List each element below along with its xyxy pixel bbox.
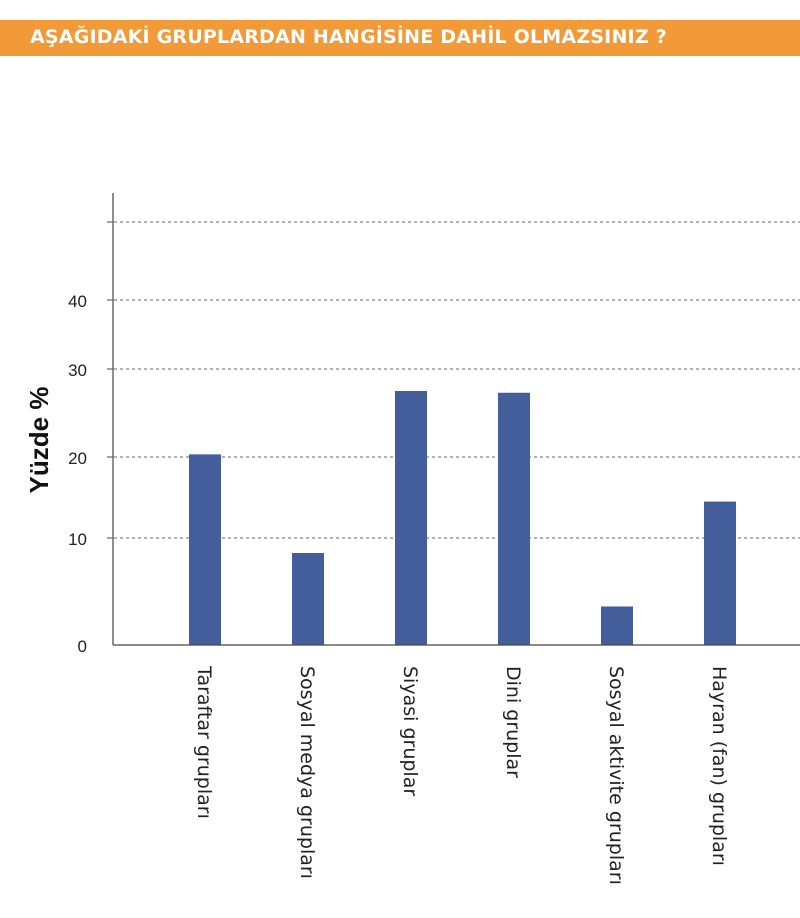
x-tick-label: Hayran (fan) grupları — [708, 666, 730, 866]
title-bar: AŞAĞIDAKİ GRUPLARDAN HANGİSİNE DAHİL OLM… — [0, 20, 800, 56]
x-tick-label: Taraftar grupları — [193, 665, 215, 819]
y-tick-label: 40 — [68, 292, 87, 311]
bar-3 — [395, 391, 427, 645]
y-tick-label: 10 — [68, 530, 87, 549]
y-tick-label: 20 — [68, 449, 87, 468]
x-tick-label: Sosyal medya grupları — [296, 666, 318, 879]
x-tick-label: Siyasi gruplar — [399, 666, 421, 796]
bar-1 — [189, 454, 221, 645]
y-axis-label: Yüzde % — [24, 387, 54, 494]
y-tick-label: 30 — [68, 361, 87, 380]
x-tick-label: Sosyal aktivite grupları — [605, 666, 627, 885]
bar-6 — [704, 501, 736, 645]
bar-5 — [601, 606, 633, 645]
x-tick-label: Dini gruplar — [502, 666, 524, 778]
page-title: AŞAĞIDAKİ GRUPLARDAN HANGİSİNE DAHİL OLM… — [30, 26, 667, 48]
bar-2 — [292, 552, 324, 645]
y-tick-label: 0 — [78, 637, 87, 656]
bar-4 — [498, 392, 530, 645]
